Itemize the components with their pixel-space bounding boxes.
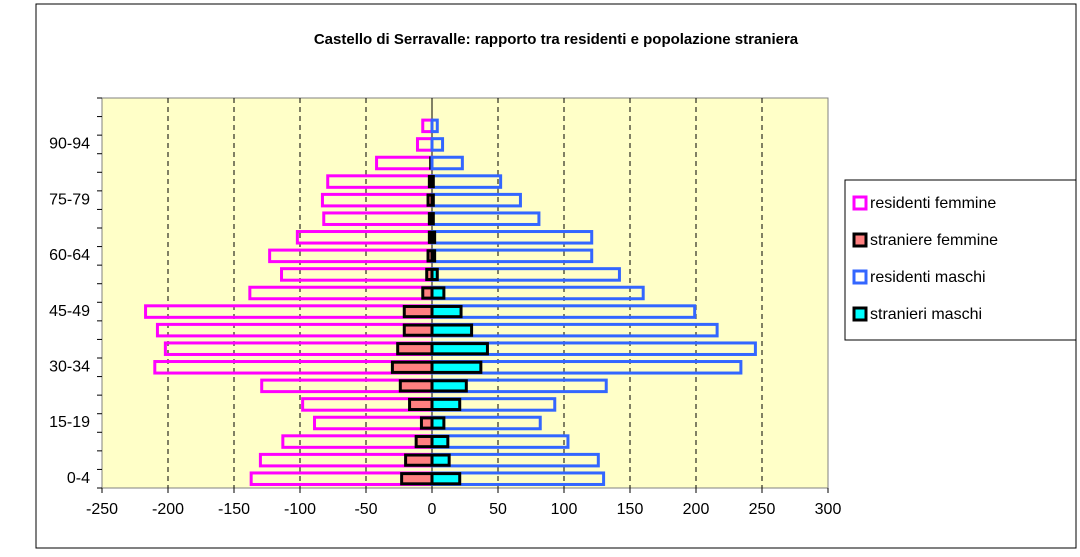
x-tick-label: 250 bbox=[749, 501, 776, 518]
x-tick-label: 200 bbox=[683, 501, 710, 518]
x-tick-label: -50 bbox=[354, 501, 377, 518]
plot-area bbox=[101, 97, 829, 489]
x-tick-label: 0 bbox=[428, 501, 437, 518]
x-tick-label: -150 bbox=[218, 501, 250, 518]
bar bbox=[430, 453, 451, 467]
bar bbox=[419, 416, 434, 430]
bar bbox=[430, 472, 462, 486]
x-tick-label: 50 bbox=[489, 501, 507, 518]
bar bbox=[430, 304, 463, 319]
legend-label: residenti maschi bbox=[870, 269, 986, 286]
bar bbox=[430, 230, 437, 244]
x-tick-label: 100 bbox=[551, 501, 578, 518]
bar bbox=[402, 304, 434, 319]
bar bbox=[400, 472, 434, 486]
y-tick-label: 45-49 bbox=[49, 303, 90, 320]
bar bbox=[430, 342, 489, 356]
legend-swatch bbox=[852, 269, 868, 285]
y-tick-label: 90-94 bbox=[49, 136, 90, 153]
legend-label: residenti femmine bbox=[870, 195, 996, 212]
bar bbox=[430, 397, 462, 412]
chart-title: Castello di Serravalle: rapporto tra res… bbox=[314, 31, 799, 48]
bar bbox=[430, 212, 435, 226]
legend-swatch bbox=[852, 232, 868, 248]
y-tick-label: 15-19 bbox=[49, 414, 90, 431]
bar bbox=[430, 137, 445, 152]
bar bbox=[430, 249, 437, 263]
x-tick-label: 150 bbox=[617, 501, 644, 518]
bar bbox=[430, 360, 483, 374]
bar bbox=[390, 360, 434, 374]
y-tick-label: 0-4 bbox=[67, 470, 90, 487]
bar bbox=[430, 416, 446, 430]
legend-box bbox=[844, 179, 1077, 341]
legend-swatch bbox=[852, 306, 868, 322]
legend-swatch bbox=[852, 195, 868, 211]
x-tick-label: -250 bbox=[86, 501, 118, 518]
bar bbox=[404, 453, 434, 467]
legend-label: straniere femmine bbox=[870, 232, 998, 249]
bar bbox=[430, 118, 439, 134]
y-tick-label: 75-79 bbox=[49, 191, 90, 208]
y-tick-label: 30-34 bbox=[49, 359, 90, 376]
y-tick-label: 60-64 bbox=[49, 247, 90, 264]
bar bbox=[430, 434, 450, 449]
bar bbox=[408, 397, 434, 412]
bar bbox=[430, 286, 446, 300]
bar bbox=[430, 323, 474, 337]
bar bbox=[430, 174, 435, 189]
bar bbox=[402, 323, 434, 337]
bar bbox=[430, 193, 435, 207]
bar bbox=[414, 434, 434, 449]
bar bbox=[430, 379, 468, 393]
x-tick-label: -100 bbox=[284, 501, 316, 518]
bar bbox=[430, 155, 464, 171]
bar bbox=[430, 267, 439, 282]
bar bbox=[396, 342, 434, 356]
x-tick-label: 300 bbox=[815, 501, 842, 518]
x-tick-label: -200 bbox=[152, 501, 184, 518]
bar bbox=[398, 379, 434, 393]
legend-label: stranieri maschi bbox=[870, 306, 982, 323]
